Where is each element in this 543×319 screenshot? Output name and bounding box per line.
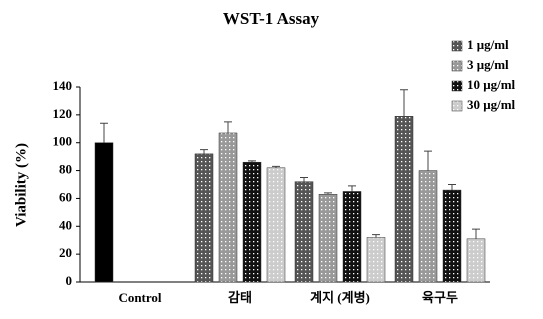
error-bar <box>272 165 280 168</box>
error-bar <box>348 185 356 192</box>
x-tick-label: 계지 (계병) <box>310 290 370 305</box>
bar <box>342 191 362 283</box>
bar <box>218 132 238 283</box>
bar <box>318 194 338 283</box>
legend-swatch <box>451 80 463 92</box>
bar <box>418 170 438 283</box>
error-bar <box>300 177 308 182</box>
legend-label: 30 μg/ml <box>467 97 516 112</box>
y-tick-label: 140 <box>53 78 73 93</box>
error-bar <box>200 149 208 154</box>
error-bar <box>472 228 480 239</box>
bar <box>242 161 262 283</box>
bar <box>442 189 462 283</box>
error-bar <box>448 184 456 191</box>
bar <box>366 237 386 283</box>
y-tick-label: 0 <box>66 273 73 288</box>
error-bar <box>224 121 232 133</box>
bar <box>194 153 214 283</box>
legend-swatch <box>451 60 463 72</box>
legend-label: 10 μg/ml <box>467 77 516 92</box>
legend-label: 3 μg/ml <box>467 57 509 72</box>
error-bar <box>324 192 332 195</box>
bar <box>266 167 286 283</box>
y-tick-label: 60 <box>59 189 72 204</box>
error-bar <box>372 234 380 238</box>
x-tick-label: 육구두 <box>422 290 458 305</box>
error-bar <box>248 160 256 163</box>
error-bar <box>424 150 432 171</box>
y-tick-label: 40 <box>59 217 72 232</box>
x-tick-label: Control <box>118 290 161 305</box>
bar <box>94 142 114 283</box>
legend-label: 1 μg/ml <box>467 37 509 52</box>
legend-swatch <box>451 100 463 112</box>
chart-title: WST-1 Assay <box>223 9 320 28</box>
x-tick-label: 감태 <box>228 290 252 305</box>
bar <box>466 238 486 283</box>
y-tick-label: 120 <box>53 106 73 121</box>
legend-swatch <box>451 40 463 52</box>
bar <box>294 181 314 283</box>
y-tick-label: 20 <box>59 245 72 260</box>
y-tick-label: 80 <box>59 162 72 177</box>
bar <box>394 116 414 283</box>
y-tick-label: 100 <box>53 134 73 149</box>
error-bar <box>400 89 408 117</box>
y-axis-label: Viability (%) <box>13 143 29 227</box>
error-bar <box>100 122 108 143</box>
